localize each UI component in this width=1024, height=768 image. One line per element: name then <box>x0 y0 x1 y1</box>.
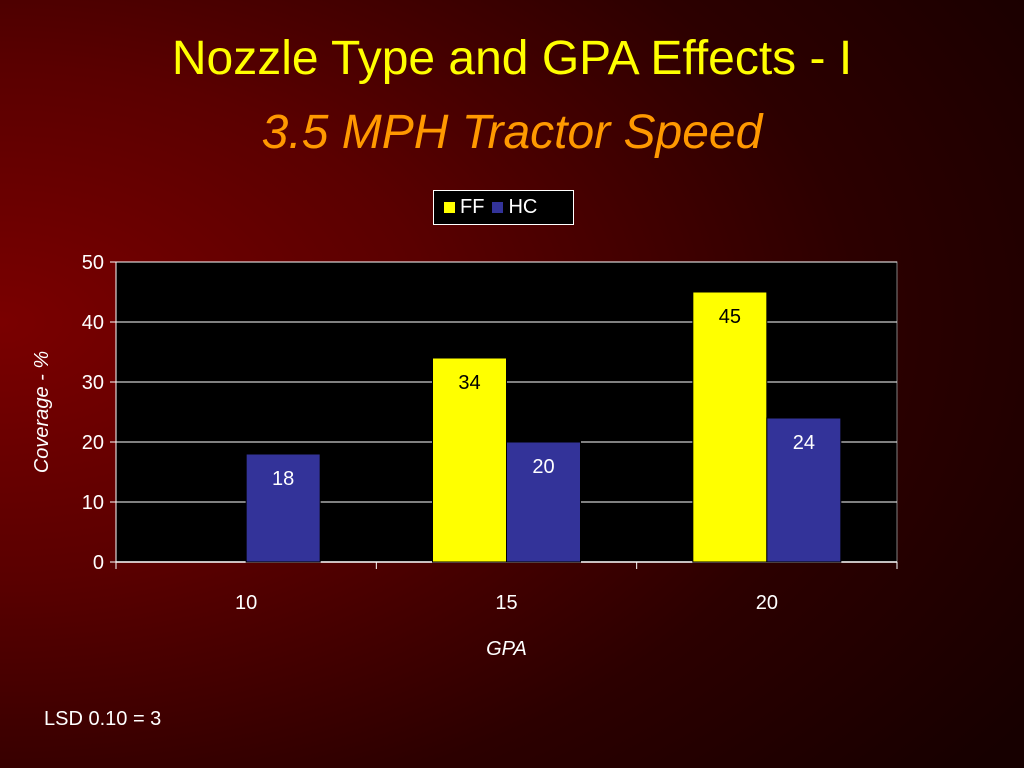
data-label: 34 <box>458 372 480 394</box>
legend-item-ff: FF <box>444 196 484 219</box>
y-tick-label: 30 <box>82 372 104 394</box>
data-label: 18 <box>272 468 294 490</box>
legend-swatch-ff <box>444 202 455 213</box>
bar-hc <box>766 417 842 563</box>
chart-legend: FF HC <box>433 190 574 225</box>
legend-swatch-hc <box>492 202 504 213</box>
bar-ff <box>692 291 768 563</box>
bar-hc <box>506 441 581 563</box>
y-tick-label: 0 <box>93 552 104 574</box>
lsd-footnote: LSD 0.10 = 3 <box>44 708 162 730</box>
y-tick-label: 50 <box>82 252 104 274</box>
y-axis-title: Coverage - % <box>31 351 53 473</box>
data-label: 45 <box>719 306 741 328</box>
slide-title: Nozzle Type and GPA Effects - I <box>171 32 853 85</box>
data-label: 20 <box>532 456 554 478</box>
bar-ff <box>432 357 507 563</box>
y-tick-label: 40 <box>82 312 104 334</box>
x-axis-title: GPA <box>486 638 527 660</box>
slide-subtitle: 3.5 MPH Tractor Speed <box>261 106 763 159</box>
data-label: 24 <box>793 432 815 454</box>
legend-label-ff: FF <box>460 196 485 218</box>
y-tick-label: 20 <box>82 432 104 454</box>
x-tick-label: 15 <box>495 592 517 614</box>
legend-item-hc: HC <box>492 196 537 219</box>
y-tick-label: 10 <box>82 492 104 514</box>
x-tick-label: 10 <box>235 592 257 614</box>
legend-label-hc: HC <box>508 196 538 218</box>
bar-hc <box>245 453 321 563</box>
x-tick-label: 20 <box>756 592 778 614</box>
